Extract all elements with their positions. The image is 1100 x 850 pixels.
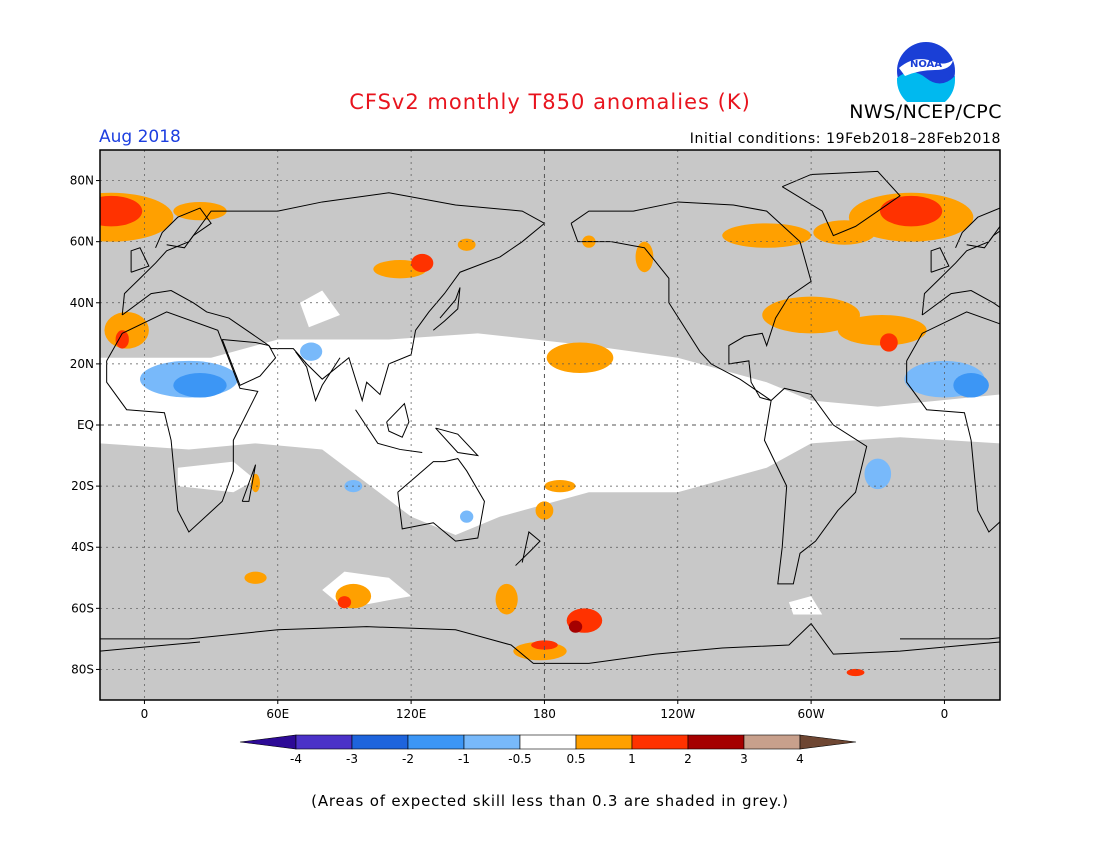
- coastline: [955, 207, 1000, 249]
- anomaly-patch: [244, 571, 267, 584]
- valid-period: Aug 2018: [99, 127, 181, 147]
- latitude-label: 20N: [70, 357, 94, 371]
- latitude-labels: 80N 60N 40N 20N EQ 20S 40S 60S 80S: [70, 174, 100, 676]
- anomaly-patch: [880, 333, 898, 352]
- coastline: [155, 207, 212, 249]
- longitude-label: 180: [533, 707, 556, 721]
- initial-conditions: Initial conditions: 19Feb2018–28Feb2018: [689, 131, 1001, 147]
- legend-tick-label: -3: [346, 752, 358, 766]
- anomaly-patch: [173, 373, 227, 398]
- legend-tick-label: -4: [290, 752, 302, 766]
- longitude-labels: 0 60E 120E 180 120W 60W 0: [141, 700, 949, 721]
- legend-bin: [743, 734, 801, 750]
- anomaly-patch: [337, 596, 352, 609]
- legend-tick-label: -0.5: [508, 752, 531, 766]
- anomaly-patch: [173, 201, 227, 221]
- anomaly-patch: [100, 195, 143, 227]
- anomaly-patches: [100, 192, 989, 677]
- coastline: [763, 387, 868, 585]
- legend-bin: [631, 734, 689, 750]
- anomaly-patch: [411, 253, 434, 273]
- anomaly-patch: [762, 296, 860, 334]
- coastline: [433, 287, 461, 331]
- longitude-label: 120W: [660, 707, 695, 721]
- coastline: [241, 464, 257, 502]
- low-anomaly-region: [100, 333, 1000, 535]
- latitude-label: 20S: [71, 479, 94, 493]
- latitude-label: 60N: [70, 235, 94, 249]
- agency-label: NWS/NCEP/CPC: [849, 101, 1002, 123]
- legend-bin: [519, 734, 577, 750]
- anomaly-patch: [568, 620, 583, 633]
- legend-bin: [351, 734, 409, 750]
- coastline: [570, 201, 812, 402]
- legend-bin: [575, 734, 633, 750]
- coastline: [121, 192, 546, 403]
- legend-bin: [295, 734, 353, 750]
- legend-tick-label: -1: [458, 752, 470, 766]
- latitude-label: 80S: [71, 662, 94, 676]
- coastline: [221, 338, 277, 386]
- longitude-label: 120E: [396, 707, 427, 721]
- legend-bin: [463, 734, 521, 750]
- longitude-label: 0: [141, 707, 149, 721]
- noaa-logo: NOAA: [895, 40, 957, 109]
- skill-footnote: (Areas of expected skill less than 0.3 a…: [311, 792, 789, 810]
- anomaly-patch: [495, 583, 518, 615]
- legend-low-arrow: [239, 734, 297, 750]
- anomaly-patch: [635, 241, 654, 273]
- anomaly-patch: [300, 342, 323, 361]
- legend-bin: [407, 734, 465, 750]
- low-anomaly-region: [300, 290, 340, 328]
- coastline: [130, 247, 150, 273]
- anomaly-patch: [115, 330, 129, 349]
- anomaly-patch: [846, 668, 865, 677]
- longitude-label: 60E: [266, 707, 289, 721]
- anomaly-patch: [953, 373, 989, 398]
- low-anomaly-region: [788, 596, 823, 615]
- legend-tick-label: -2: [402, 752, 414, 766]
- anomaly-patch: [460, 510, 474, 523]
- anomaly-patch: [544, 480, 576, 493]
- legend-tick-label: 3: [740, 752, 748, 766]
- coastlines: [100, 170, 1000, 664]
- coastline: [435, 427, 480, 457]
- low-anomaly-region: [177, 461, 256, 493]
- graticule: [100, 150, 1000, 700]
- coastline: [100, 622, 1000, 664]
- anomaly-patch: [837, 315, 927, 346]
- latitude-label: 60S: [71, 601, 94, 615]
- legend-tick-label: 2: [684, 752, 692, 766]
- legend-tick-label: 1: [628, 752, 636, 766]
- coastline: [515, 531, 541, 566]
- anomaly-patch: [722, 223, 812, 248]
- longitude-label: 0: [941, 707, 949, 721]
- noaa-logo-text: NOAA: [910, 59, 942, 70]
- coastline: [930, 247, 950, 273]
- legend-tick-label: 0.5: [566, 752, 585, 766]
- anomaly-patch: [531, 640, 558, 650]
- legend-high-arrow: [799, 734, 857, 750]
- longitude-label: 60W: [798, 707, 825, 721]
- latitude-label: EQ: [77, 418, 94, 432]
- latitude-label: 80N: [70, 174, 94, 188]
- coastline: [295, 351, 341, 403]
- coastline: [386, 402, 410, 438]
- anomaly-patch: [457, 238, 476, 251]
- latitude-label: 40S: [71, 540, 94, 554]
- anomaly-patch: [880, 195, 943, 227]
- coastline: [397, 458, 485, 542]
- map-title: CFSv2 monthly T850 anomalies (K): [349, 90, 751, 114]
- legend-tick-label: 4: [796, 752, 804, 766]
- anomaly-patch: [546, 342, 614, 374]
- coastline: [906, 311, 1000, 533]
- anomaly-patch: [864, 458, 892, 490]
- legend-bin: [687, 734, 745, 750]
- latitude-label: 40N: [70, 296, 94, 310]
- coastline: [781, 170, 901, 237]
